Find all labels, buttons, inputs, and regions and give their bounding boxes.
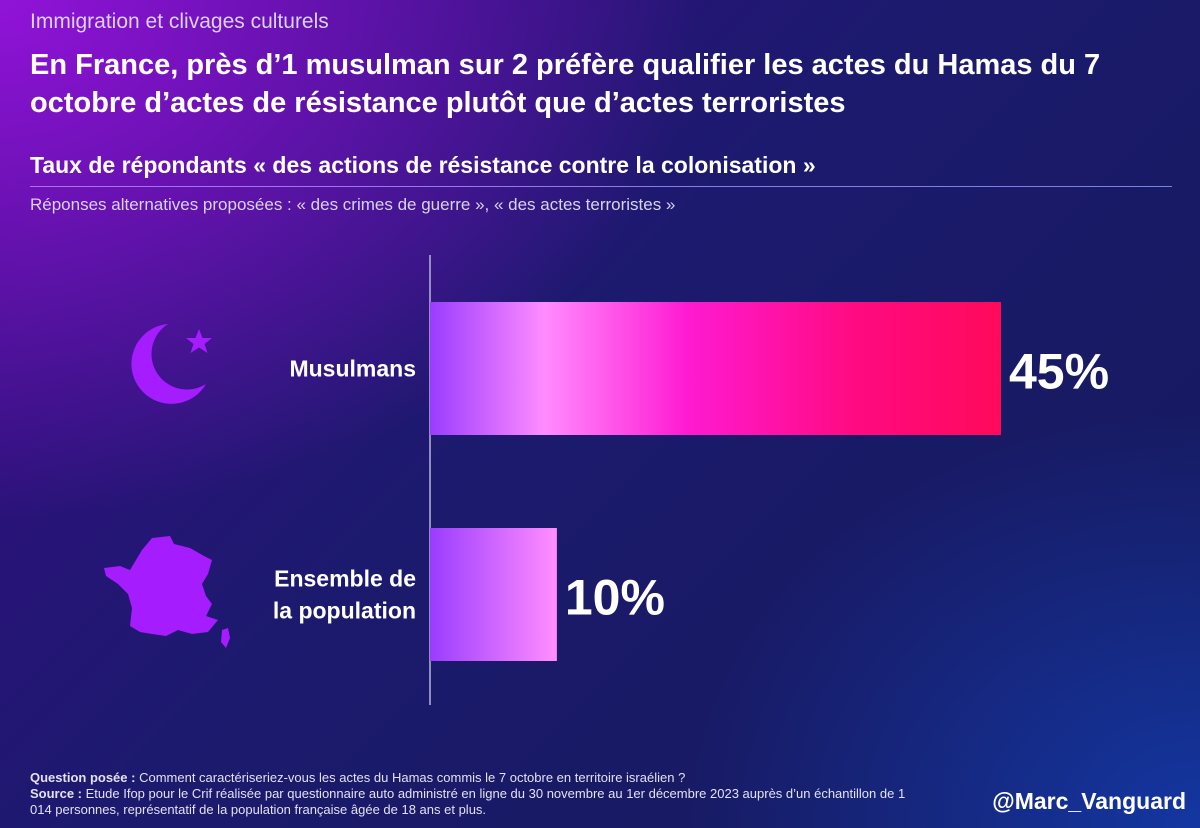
- value-label-1: 45%: [1009, 344, 1109, 400]
- value-label-2: 10%: [565, 570, 665, 626]
- category-label-1: Musulmans: [289, 356, 416, 382]
- question-text: Comment caractériseriez-vous les actes d…: [139, 770, 686, 785]
- crescent-star-icon: [131, 324, 212, 404]
- category-label-line: la population: [273, 598, 416, 624]
- source-text: Etude Ifop pour le Crif réalisée par que…: [30, 786, 906, 817]
- question-label: Question posée :: [30, 770, 136, 785]
- question-line: Question posée : Comment caractériseriez…: [30, 770, 930, 786]
- chart-subtitle: Taux de répondants « des actions de rési…: [30, 152, 816, 178]
- category-label-line: Ensemble de: [274, 566, 416, 592]
- category-label-2: Ensemble de la population: [273, 566, 416, 624]
- footer: Question posée : Comment caractériseriez…: [30, 770, 930, 818]
- author-handle: @Marc_Vanguard: [992, 788, 1186, 814]
- france-map-icon: [104, 536, 230, 648]
- divider: [30, 186, 1172, 187]
- source-label: Source :: [30, 786, 83, 801]
- bar-2: [430, 528, 557, 661]
- source-line: Source : Etude Ifop pour le Crif réalisé…: [30, 786, 930, 818]
- category-label-line: Musulmans: [289, 356, 416, 382]
- kicker: Immigration et clivages culturels: [30, 10, 329, 33]
- chart-title: En France, près d’1 musulman sur 2 préfè…: [30, 49, 1101, 119]
- alternatives-note: Réponses alternatives proposées : « des …: [30, 195, 676, 214]
- bar-1: [430, 302, 1001, 435]
